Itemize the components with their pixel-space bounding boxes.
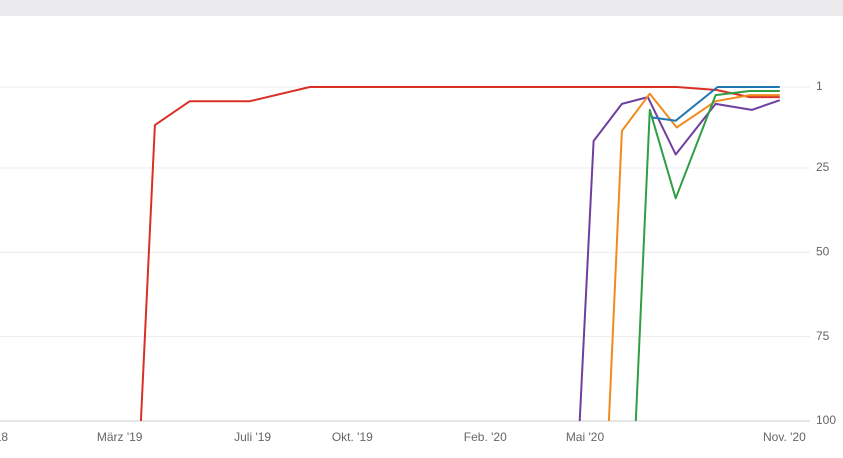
y-tick-label: 50 <box>816 244 830 258</box>
y-tick-label: 100 <box>816 413 836 427</box>
top-bar <box>0 0 843 16</box>
y-tick-label: 75 <box>816 329 830 343</box>
x-tick-label: Feb. '20 <box>464 430 507 444</box>
series-line <box>139 86 780 422</box>
x-tick-label: Juli '19 <box>234 430 271 444</box>
series-line <box>634 90 780 422</box>
x-tick-label: Mai '20 <box>566 430 605 444</box>
x-tick-label: März '19 <box>97 430 143 444</box>
x-tick-label: Nov. '20 <box>763 430 806 444</box>
y-tick-label: 1 <box>816 79 823 93</box>
y-tick-label: 25 <box>816 160 830 174</box>
x-tick-label: Nov. '18 <box>0 430 8 444</box>
series-line <box>651 86 780 122</box>
series-line <box>607 92 780 422</box>
series-line <box>578 96 781 422</box>
x-tick-label: Okt. '19 <box>332 430 373 444</box>
